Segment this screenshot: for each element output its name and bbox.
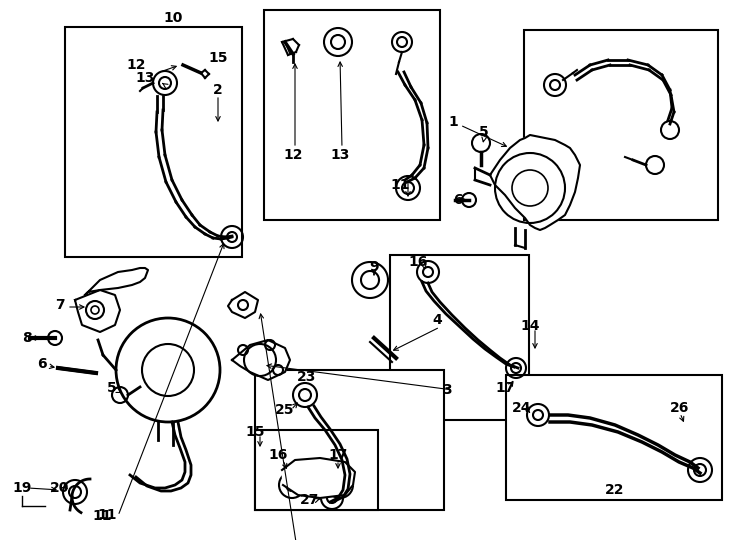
Text: 15: 15 <box>208 51 228 65</box>
Text: 5: 5 <box>107 381 117 395</box>
Text: 13: 13 <box>330 148 349 162</box>
Polygon shape <box>75 290 120 332</box>
Text: 11: 11 <box>92 509 112 523</box>
Text: 8: 8 <box>22 331 32 345</box>
Text: 9: 9 <box>369 260 379 274</box>
Text: 23: 23 <box>297 370 316 384</box>
Text: 17: 17 <box>328 448 348 462</box>
Text: 27: 27 <box>300 493 320 507</box>
Text: 19: 19 <box>12 481 32 495</box>
Bar <box>65 27 242 257</box>
Bar <box>506 375 722 500</box>
Text: 24: 24 <box>512 401 531 415</box>
Text: 10: 10 <box>163 11 183 25</box>
Text: 26: 26 <box>670 401 690 415</box>
Polygon shape <box>232 340 290 380</box>
Polygon shape <box>85 268 148 295</box>
Text: 11: 11 <box>97 508 117 522</box>
Polygon shape <box>490 135 580 230</box>
Polygon shape <box>282 458 355 498</box>
Bar <box>264 10 440 220</box>
Bar <box>390 255 529 420</box>
Text: 12: 12 <box>283 148 302 162</box>
Text: 12: 12 <box>126 58 146 72</box>
Text: 15: 15 <box>245 425 265 439</box>
Bar <box>255 430 378 510</box>
Text: 3: 3 <box>442 383 452 397</box>
Bar <box>524 30 718 220</box>
Text: 13: 13 <box>135 71 155 85</box>
Text: 6: 6 <box>37 357 47 371</box>
Text: 16: 16 <box>408 255 428 269</box>
Bar <box>255 370 444 510</box>
Text: 22: 22 <box>606 483 625 497</box>
Text: 4: 4 <box>432 313 442 327</box>
Text: 25: 25 <box>275 403 295 417</box>
Text: 20: 20 <box>51 481 70 495</box>
Text: 1: 1 <box>448 115 458 129</box>
Text: 14: 14 <box>520 319 539 333</box>
Polygon shape <box>228 292 258 318</box>
Text: 11: 11 <box>390 178 410 192</box>
Text: 16: 16 <box>269 448 288 462</box>
Text: 5: 5 <box>479 125 489 139</box>
Text: 17: 17 <box>495 381 515 395</box>
Text: 6: 6 <box>453 193 463 207</box>
Text: 2: 2 <box>213 83 223 97</box>
Text: 7: 7 <box>55 298 65 312</box>
